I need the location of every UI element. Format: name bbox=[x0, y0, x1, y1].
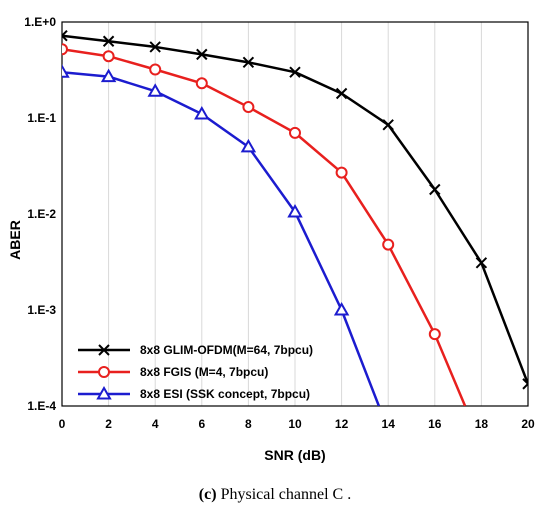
data-point-marker bbox=[100, 68, 117, 83]
data-point-marker bbox=[196, 48, 208, 61]
caption-label: (c) bbox=[198, 486, 217, 503]
data-point-marker bbox=[429, 183, 441, 196]
data-point-marker bbox=[62, 29, 68, 42]
x-tick-label: 6 bbox=[198, 417, 205, 431]
x-tick-labels: 0 2 4 6 8 10 12 14 16 18 20 bbox=[59, 417, 535, 431]
series-line bbox=[62, 48, 467, 406]
series-2 bbox=[62, 43, 467, 406]
y-tick-label: 1.E+0 bbox=[24, 15, 56, 29]
legend-item: 8x8 FGIS (M=4, 7bpcu) bbox=[78, 365, 268, 379]
chart-background bbox=[0, 0, 550, 480]
data-point-marker bbox=[335, 166, 348, 179]
data-point-marker bbox=[62, 64, 70, 78]
data-point-marker bbox=[149, 63, 162, 76]
legend-marker bbox=[96, 385, 112, 400]
data-point-marker bbox=[522, 378, 528, 390]
x-tick-label: 0 bbox=[59, 417, 66, 431]
x-axis-title: SNR (dB) bbox=[264, 447, 325, 463]
x-tick-label: 20 bbox=[521, 417, 535, 431]
data-point-marker bbox=[475, 257, 488, 269]
data-point-marker bbox=[240, 138, 257, 153]
data-point-marker bbox=[289, 126, 301, 139]
legend-label: 8x8 FGIS (M=4, 7bpcu) bbox=[140, 365, 268, 379]
data-point-marker bbox=[287, 203, 303, 218]
data-point-marker bbox=[102, 35, 115, 47]
legend-label: 8x8 GLIM-OFDM(M=64, 7bpcu) bbox=[140, 343, 313, 357]
series-line bbox=[62, 70, 381, 406]
data-point-marker bbox=[335, 87, 348, 100]
data-point-marker bbox=[147, 83, 163, 97]
y-tick-label: 1.E-3 bbox=[27, 303, 56, 317]
data-point-marker bbox=[242, 56, 255, 69]
x-tick-label: 18 bbox=[475, 417, 489, 431]
y-tick-labels: 1.E+0 1.E-1 1.E-2 1.E-3 1.E-4 bbox=[24, 15, 56, 413]
x-tick-label: 10 bbox=[288, 417, 302, 431]
legend-item: 8x8 GLIM-OFDM(M=64, 7bpcu) bbox=[78, 343, 313, 357]
aber-chart: 0 2 4 6 8 10 12 14 16 18 20 1.E+01.E-11.E-21.E-31.… bbox=[0, 0, 550, 480]
data-point-marker bbox=[382, 238, 395, 251]
y-axis-title: ABER bbox=[7, 220, 23, 260]
caption-text: Physical channel C . bbox=[220, 486, 352, 503]
data-point-marker bbox=[289, 66, 301, 78]
x-tick-label: 4 bbox=[152, 417, 159, 431]
y-tick-label: 1.E-1 bbox=[27, 111, 56, 125]
data-point-marker bbox=[382, 119, 394, 131]
legend-label: 8x8 ESI (SSK concept, 7bpcu) bbox=[140, 387, 310, 401]
series-1 bbox=[62, 29, 528, 390]
x-tick-label: 8 bbox=[245, 417, 252, 431]
data-point-marker bbox=[194, 106, 210, 120]
plot-frame bbox=[61, 21, 529, 407]
legend-marker bbox=[98, 344, 110, 356]
data-point-marker bbox=[333, 301, 350, 316]
legend-item: 8x8 ESI (SSK concept, 7bpcu) bbox=[78, 385, 310, 401]
figure-caption: (c) Physical channel C . bbox=[0, 486, 550, 504]
data-point-marker bbox=[149, 41, 161, 53]
data-point-marker bbox=[428, 328, 441, 341]
data-point-marker bbox=[62, 43, 68, 56]
x-tick-label: 16 bbox=[428, 417, 442, 431]
data-point-marker bbox=[242, 101, 255, 114]
series-3 bbox=[62, 64, 381, 406]
x-tick-label: 14 bbox=[382, 417, 396, 431]
data-point-marker bbox=[102, 50, 115, 63]
x-tick-label: 2 bbox=[105, 417, 112, 431]
data-point-marker bbox=[195, 77, 208, 90]
legend-marker bbox=[98, 366, 110, 378]
x-tick-label: 12 bbox=[335, 417, 349, 431]
y-tick-label: 1.E-2 bbox=[27, 207, 56, 221]
series-layer bbox=[62, 29, 528, 406]
y-tick-label: 1.E-4 bbox=[27, 399, 56, 413]
legend: 8x8 GLIM-OFDM(M=64, 7bpcu) 8x8 FGIS (M=4,… bbox=[78, 343, 313, 401]
